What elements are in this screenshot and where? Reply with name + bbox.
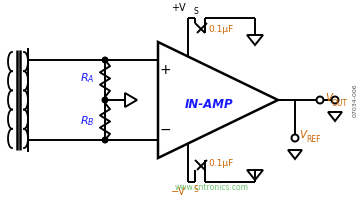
Text: −V: −V (171, 187, 186, 197)
Text: −: − (159, 123, 171, 137)
Text: IN-AMP: IN-AMP (185, 98, 234, 112)
Text: 07034-006: 07034-006 (352, 83, 357, 117)
Circle shape (291, 134, 299, 142)
Text: S: S (193, 6, 198, 16)
Text: www.cntronics.com: www.cntronics.com (175, 182, 249, 192)
Text: OUT: OUT (332, 98, 348, 108)
Text: +: + (159, 63, 171, 77)
Text: 0.1μF: 0.1μF (208, 158, 233, 168)
Text: S: S (193, 184, 198, 194)
Circle shape (102, 137, 108, 143)
Circle shape (331, 97, 339, 104)
Circle shape (102, 57, 108, 63)
Text: REF: REF (306, 134, 321, 144)
Text: V: V (299, 130, 306, 140)
Text: +V: +V (171, 3, 186, 13)
Text: 0.1μF: 0.1μF (208, 25, 233, 34)
Circle shape (317, 97, 323, 104)
Text: $R_B$: $R_B$ (80, 115, 94, 128)
Text: V: V (325, 93, 332, 103)
Circle shape (102, 97, 108, 103)
Text: $R_A$: $R_A$ (80, 72, 94, 85)
